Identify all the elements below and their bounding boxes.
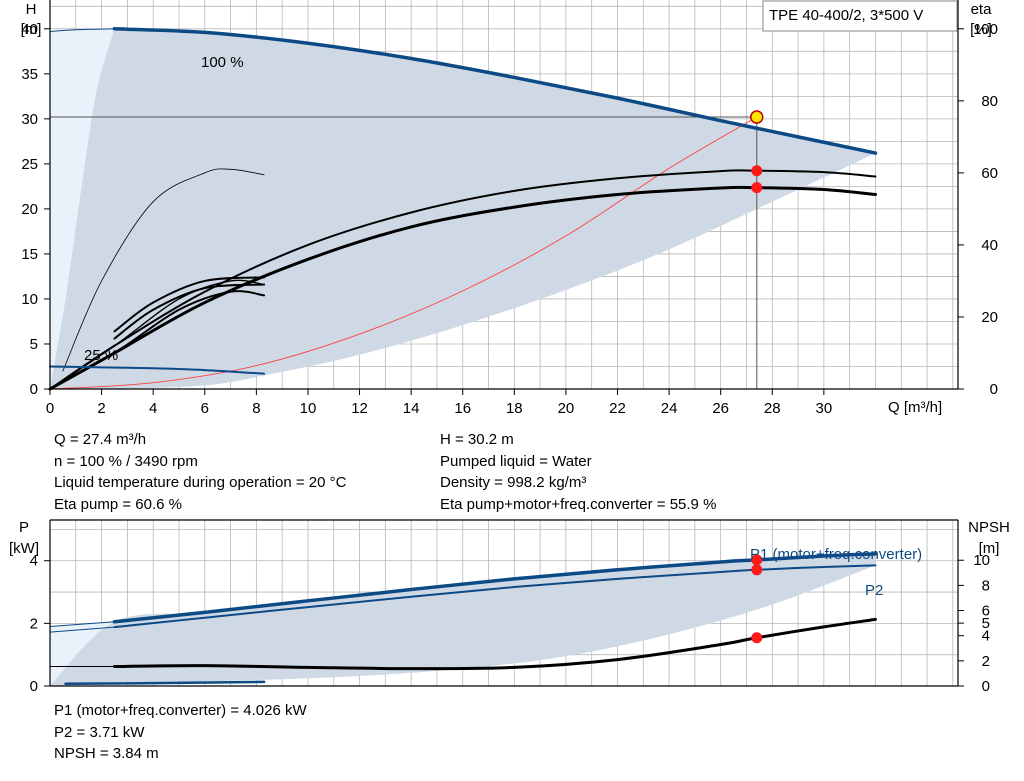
h-axis-unit: [m] <box>21 21 42 38</box>
p-tick-label: 2 <box>30 615 38 632</box>
q-axis-title: Q [m³/h] <box>888 399 942 416</box>
eta-curve-intermediate-a <box>113 276 266 333</box>
npsh-tick-label: 6 <box>982 603 990 620</box>
op-marker-npsh <box>751 632 763 644</box>
p-tick-label: 0 <box>30 678 38 695</box>
h-tick-label: 20 <box>21 201 38 218</box>
h-tick-label: 15 <box>21 246 38 263</box>
q-tick-label: 10 <box>300 400 317 417</box>
curve-label-100: 100 % <box>201 54 244 71</box>
h-tick-label: 10 <box>21 291 38 308</box>
h-tick-label: 30 <box>21 111 38 128</box>
p1-curve-25 <box>64 680 266 686</box>
q-tick-label: 2 <box>97 400 105 417</box>
op-marker-p1 <box>751 554 763 566</box>
readout-temp: Liquid temperature during operation = 20… <box>54 474 347 491</box>
top-axes: 0 2 4 6 8 10 12 14 16 18 20 22 24 26 28 300510152025303… <box>21 0 998 417</box>
q-tick-label: 28 <box>764 400 781 417</box>
model-label-box: TPE 40-400/2, 3*500 V <box>762 0 958 32</box>
curve-label-25: 25 % <box>84 347 118 364</box>
eta-tick-label: 60 <box>981 165 998 182</box>
q-tick-label: 26 <box>712 400 729 417</box>
top-readout-left: Q = 27.4 m³/h n = 100 % / 3490 rpm Liqui… <box>54 429 346 515</box>
q-tick-label: 30 <box>816 400 833 417</box>
model-label: TPE 40-400/2, 3*500 V <box>769 7 923 24</box>
top-curves <box>48 27 878 391</box>
q-tick-label: 6 <box>201 400 209 417</box>
p1-curve-100 <box>112 552 878 624</box>
q-tick-label: 18 <box>506 400 523 417</box>
top-readout-right: H = 30.2 m Pumped liquid = Water Density… <box>440 429 716 515</box>
head-curve-25 <box>49 365 266 375</box>
eta-curve-intermediate-thin <box>62 168 265 372</box>
q-tick-label: 22 <box>609 400 626 417</box>
op-marker-head <box>750 110 764 124</box>
eta-tick-label: 0 <box>990 381 998 398</box>
npsh-axis-title: NPSH <box>968 519 1010 536</box>
eta-tick-label: 100 <box>973 21 998 38</box>
p2-curve-100 <box>113 564 877 629</box>
p-axis-title: P <box>19 519 29 536</box>
npsh-axis-unit: [m] <box>979 540 1000 557</box>
readout-density: Density = 998.2 kg/m³ <box>440 474 587 491</box>
npsh-tick-label: 2 <box>982 653 990 670</box>
npsh-tick-label: 5 <box>982 615 990 632</box>
npsh-tick-label: 10 <box>973 552 990 569</box>
op-marker-eta-total <box>751 182 763 194</box>
p-tick-label: 4 <box>30 553 38 570</box>
eta-curve-intermediate-b <box>113 283 266 340</box>
npsh-tick-label: 0 <box>982 678 990 695</box>
readout-q: Q = 27.4 m³/h <box>54 431 147 448</box>
p1-curve-extension <box>49 621 115 627</box>
h-axis-title: H <box>26 1 37 18</box>
h-tick-label: 40 <box>21 21 38 38</box>
p-axis-unit: [kW] <box>9 540 39 557</box>
h-tick-label: 5 <box>30 336 38 353</box>
readout-eta-total: Eta pump+motor+freq.converter = 55.9 % <box>440 495 717 513</box>
p2-curve-extension <box>49 626 115 633</box>
readout-p2: P2 = 3.71 kW <box>54 723 145 741</box>
eta-tick-label: 20 <box>981 309 998 326</box>
head-curve-100 <box>112 27 878 155</box>
h-tick-label: 0 <box>30 381 38 398</box>
readout-npsh: NPSH = 3.84 m <box>54 745 159 762</box>
bottom-curves <box>49 552 878 686</box>
q-tick-label: 24 <box>661 400 678 417</box>
q-tick-label: 12 <box>351 400 368 417</box>
q-tick-label: 20 <box>558 400 575 417</box>
npsh-curve <box>112 617 877 671</box>
h-tick-label: 35 <box>21 66 38 83</box>
q-tick-label: 0 <box>46 400 54 417</box>
p1-curve-label: P1 (motor+freq.converter) <box>750 546 922 563</box>
h-tick-label: 25 <box>21 156 38 173</box>
eta-axis-unit: [%] <box>970 21 992 38</box>
readout-liquid: Pumped liquid = Water <box>440 452 592 470</box>
npsh-tick-label: 8 <box>982 577 990 594</box>
bottom-operating-area <box>50 553 876 686</box>
eta-axis-title: eta <box>971 1 993 18</box>
band-operating-area <box>50 28 876 390</box>
band-operating-area <box>50 553 876 686</box>
head-curve-100-extension <box>49 28 115 33</box>
bottom-readout: P1 (motor+freq.converter) = 4.026 kW P2 … <box>54 700 307 765</box>
eta-tick-label: 80 <box>981 93 998 110</box>
npsh-tick-label: 4 <box>982 628 990 645</box>
q-tick-label: 16 <box>454 400 471 417</box>
readout-p1: P1 (motor+freq.converter) = 4.026 kW <box>54 702 307 719</box>
q-tick-label: 4 <box>149 400 157 417</box>
readout-eta-pump: Eta pump = 60.6 % <box>54 495 182 513</box>
readout-h: H = 30.2 m <box>440 431 514 448</box>
op-marker-eta-pump <box>751 165 763 177</box>
top-operating-area <box>50 28 876 390</box>
readout-n: n = 100 % / 3490 rpm <box>54 452 198 470</box>
q-tick-label: 14 <box>403 400 420 417</box>
band-low-speed-area <box>50 28 115 390</box>
op-marker-p2 <box>751 564 763 576</box>
p2-curve-label: P2 <box>865 582 883 599</box>
q-tick-label: 8 <box>252 400 260 417</box>
eta-tick-label: 40 <box>981 237 998 254</box>
